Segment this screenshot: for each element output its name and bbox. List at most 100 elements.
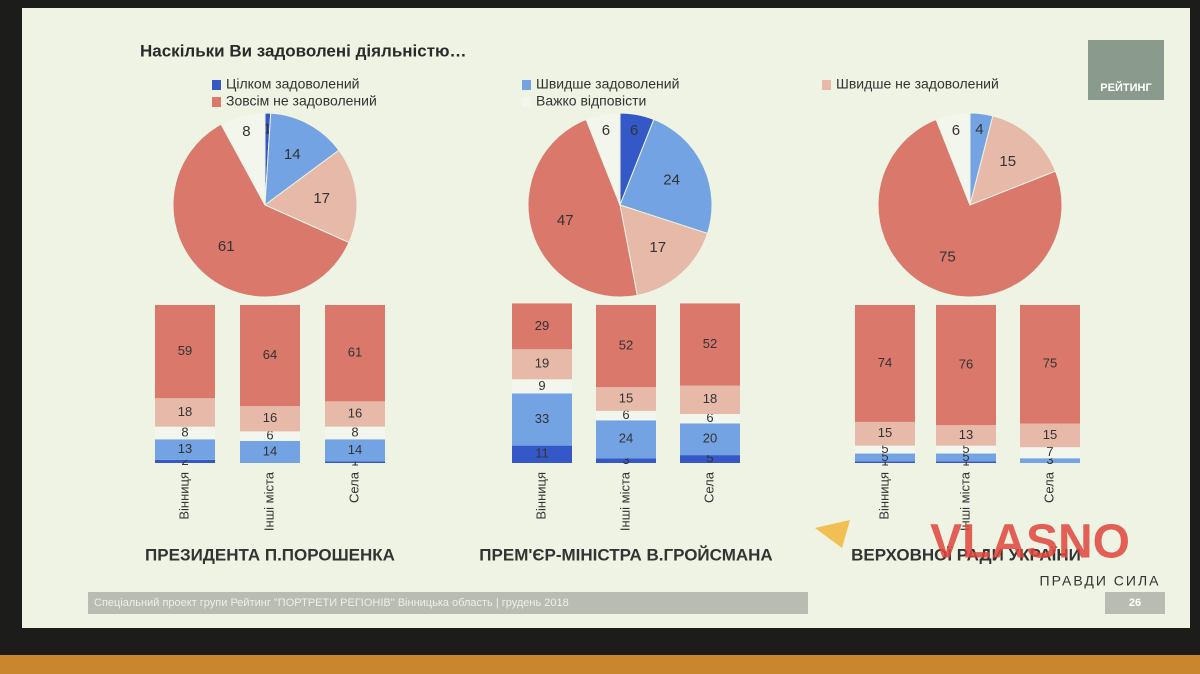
watermark-icon: [815, 520, 850, 548]
bar-segment: [325, 439, 385, 462]
x-tick-label: Вінниця: [876, 472, 891, 520]
bar-label: 52: [619, 338, 633, 353]
x-tick-label: Інші міста: [617, 471, 632, 531]
pie-label: 47: [557, 212, 574, 229]
legend-label: Цілком задоволений: [226, 76, 359, 92]
pie-label: 4: [975, 121, 983, 138]
bar-segment: [240, 440, 300, 463]
pie-label: 6: [602, 122, 610, 139]
bar-segment: [325, 305, 385, 402]
bar-segment: [512, 445, 572, 463]
legend-swatch: [212, 80, 221, 90]
bar-label: 5: [962, 441, 969, 456]
x-tick-label: Села: [701, 471, 716, 503]
bar-segment: [596, 420, 656, 459]
legend-swatch: [522, 97, 531, 107]
pie-label: 24: [663, 172, 680, 189]
bar-label: 8: [351, 424, 358, 439]
pie-label: 8: [242, 123, 250, 140]
bar-label: 9: [538, 378, 545, 393]
pie-slice: [172, 123, 350, 298]
bar-segment: [155, 426, 215, 440]
bar-label: 59: [178, 343, 192, 358]
bar-label: 5: [881, 449, 888, 464]
bar-label: 5: [881, 441, 888, 456]
bar-segment: [596, 410, 656, 421]
bar-segment: [240, 406, 300, 432]
bar-segment: [936, 453, 996, 462]
bar-segment: [240, 431, 300, 441]
pie-slice: [264, 112, 340, 207]
x-tick-label: Інші міста: [261, 471, 276, 531]
chart-title: ВЕРХОВНОЇ РАДИ УКРАЇНИ: [851, 545, 1081, 564]
pie-label: 6: [630, 122, 638, 139]
bar-label: 7: [1046, 444, 1053, 459]
chart-title: ПРЕЗИДЕНТА П.ПОРОШЕНКА: [145, 545, 395, 564]
bar-label: 14: [348, 442, 362, 457]
pie-slice: [264, 149, 358, 244]
bar-label: 16: [348, 405, 362, 420]
bar-label: 52: [703, 336, 717, 351]
footer: Спеціальний проект групи Рейтинг "ПОРТРЕ…: [94, 597, 569, 609]
bar-label: 5: [962, 449, 969, 464]
stage-strip: [0, 655, 1200, 674]
pie-label: 61: [218, 238, 235, 255]
pie-slice: [935, 112, 971, 206]
bar-segment: [596, 387, 656, 411]
x-tick-label: Села: [346, 471, 361, 503]
bar-segment: [512, 379, 572, 394]
bar-segment: [596, 458, 656, 463]
pie-label: 17: [313, 190, 330, 207]
bar-label: 20: [703, 431, 717, 446]
bar-label: 13: [959, 427, 973, 442]
bar-label: 61: [348, 345, 362, 360]
bar-label: 76: [959, 356, 973, 371]
pie-slice: [619, 118, 713, 235]
bar-label: 19: [535, 356, 549, 371]
legend-label: Важко відповісти: [536, 93, 646, 109]
pie-label: 17: [649, 239, 666, 256]
bar-label: 13: [178, 441, 192, 456]
bar-segment: [512, 349, 572, 380]
bar-label: 3: [622, 452, 629, 467]
bar-segment: [325, 401, 385, 427]
bar-segment: [155, 439, 215, 460]
bar-segment: [680, 423, 740, 456]
x-tick-label: Інші міста: [957, 471, 972, 531]
bar-label: 18: [703, 391, 717, 406]
footer-bar: [88, 592, 808, 614]
bar-segment: [855, 421, 915, 446]
slide-title: Наскільки Ви задоволені діяльністю…: [140, 41, 467, 60]
page-box: [1105, 592, 1165, 614]
legend-swatch: [522, 80, 531, 90]
bar-segment: [855, 453, 915, 462]
pie-slice: [527, 118, 638, 298]
x-tick-label: Села: [1041, 471, 1056, 503]
bar-label: 33: [535, 411, 549, 426]
bar-segment: [596, 305, 656, 388]
bar-segment: [936, 445, 996, 454]
pie-label: 1: [263, 121, 271, 138]
bar-label: 6: [622, 407, 629, 422]
bar-label: 75: [1043, 356, 1057, 371]
bar-segment: [680, 414, 740, 424]
bar-label: 6: [706, 410, 713, 425]
pie-label: 75: [939, 248, 956, 265]
bar-segment: [240, 305, 300, 407]
bar-segment: [1020, 305, 1080, 424]
bar-label: 8: [181, 424, 188, 439]
bar-segment: [512, 303, 572, 350]
bar-label: 15: [619, 390, 633, 405]
bar-segment: [936, 425, 996, 446]
bar-label: 64: [263, 347, 277, 362]
pie-slice: [969, 115, 1057, 206]
bar-label: 11: [535, 446, 549, 461]
bar-segment: [936, 461, 996, 463]
pie-label: 6: [952, 122, 960, 139]
bar-segment: [155, 459, 215, 463]
x-tick-label: Вінниця: [533, 472, 548, 520]
watermark-tagline: ПРАВДИ СИЛА: [1040, 573, 1161, 589]
legend-label: Зовсім не задоволений: [226, 93, 377, 109]
logo-box: [1088, 40, 1164, 100]
